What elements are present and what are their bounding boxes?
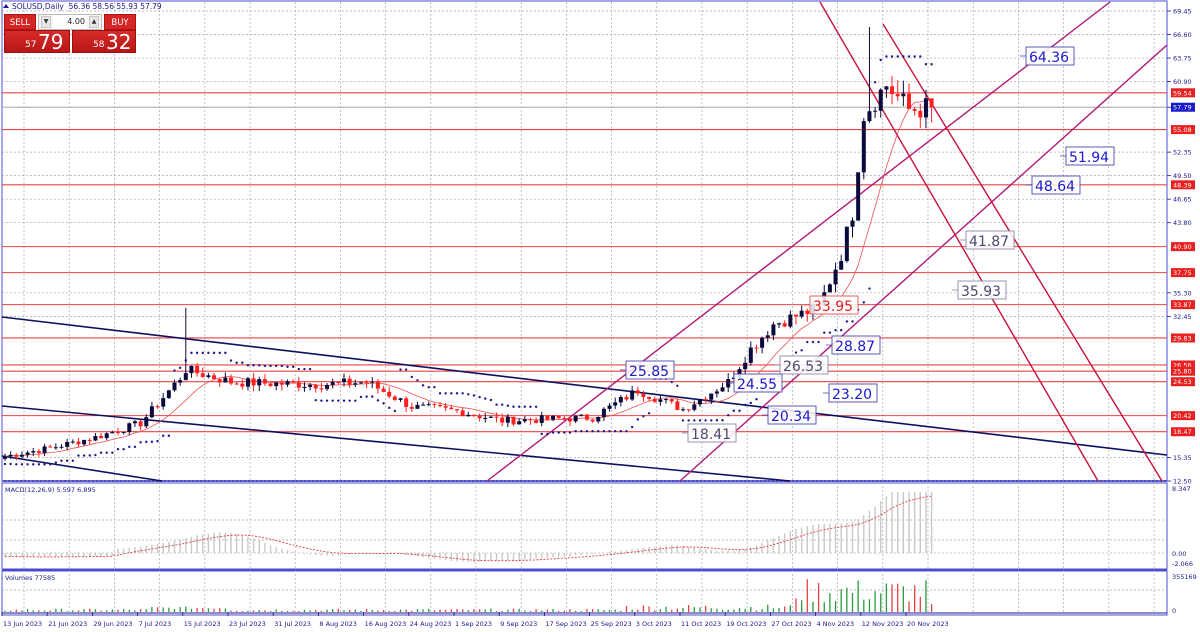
svg-text:40.90: 40.90 <box>1173 243 1192 251</box>
svg-text:33.87: 33.87 <box>1173 301 1192 309</box>
svg-text:21 Jun 2023: 21 Jun 2023 <box>48 620 87 628</box>
moving-average-line <box>4 99 932 457</box>
svg-text:59.54: 59.54 <box>1173 89 1192 97</box>
svg-text:11 Oct 2023: 11 Oct 2023 <box>681 620 721 628</box>
svg-text:29.83: 29.83 <box>1173 334 1192 342</box>
svg-text:37.75: 37.75 <box>1173 269 1192 277</box>
svg-text:1 Sep 2023: 1 Sep 2023 <box>455 620 492 628</box>
symbol-label: SOLUSD,Daily <box>12 2 64 11</box>
svg-text:20.42: 20.42 <box>1173 412 1192 420</box>
svg-text:29 Jun 2023: 29 Jun 2023 <box>93 620 132 628</box>
macd-axis-min: -2.066 <box>1172 560 1193 568</box>
svg-text:66.60: 66.60 <box>1173 31 1192 39</box>
svg-text:26.53: 26.53 <box>783 359 823 375</box>
price-annotations: 64.36 51.94 48.64 41.87 35.93 33.95 28.87 26.53… <box>620 46 1115 443</box>
svg-text:8 Aug 2023: 8 Aug 2023 <box>319 620 357 628</box>
svg-text:7 Jul 2023: 7 Jul 2023 <box>139 620 172 628</box>
svg-text:18.47: 18.47 <box>1173 428 1192 436</box>
svg-text:9 Sep 2023: 9 Sep 2023 <box>500 620 537 628</box>
svg-text:49.50: 49.50 <box>1173 172 1192 180</box>
svg-text:35.30: 35.30 <box>1173 289 1192 297</box>
navy-descending-channel <box>1 316 1168 482</box>
svg-text:43.80: 43.80 <box>1173 219 1192 227</box>
sell-price-prefix: 57 <box>25 40 37 50</box>
volume-axis-min: 0 <box>1172 607 1176 615</box>
svg-text:41.87: 41.87 <box>969 234 1009 250</box>
svg-text:52.35: 52.35 <box>1173 149 1192 157</box>
macd-axis-zero: 0.00 <box>1172 550 1186 558</box>
magenta-ascending-channel <box>486 1 1168 482</box>
svg-text:4 Nov 2023: 4 Nov 2023 <box>817 620 855 628</box>
ohlc-values: 56.36 58.56 55.93 57.79 <box>68 2 162 11</box>
macd-axis-max: 8.347 <box>1172 485 1191 493</box>
buy-price-button[interactable]: 58 32 <box>72 30 136 54</box>
svg-text:55.08: 55.08 <box>1173 126 1192 134</box>
svg-text:15.35: 15.35 <box>1173 454 1192 462</box>
svg-text:12 Nov 2023: 12 Nov 2023 <box>862 620 904 628</box>
svg-text:20 Nov 2023: 20 Nov 2023 <box>907 620 949 628</box>
sell-price-pips: 79 <box>38 30 64 54</box>
svg-text:16 Aug 2023: 16 Aug 2023 <box>365 620 407 628</box>
volume-bars <box>4 579 933 612</box>
svg-text:48.64: 48.64 <box>1035 179 1075 195</box>
svg-text:12.50: 12.50 <box>1173 478 1192 486</box>
svg-text:48.39: 48.39 <box>1173 181 1192 189</box>
svg-text:60.90: 60.90 <box>1173 78 1192 86</box>
svg-text:23.20: 23.20 <box>832 387 872 403</box>
lot-increase-icon[interactable]: ▲ <box>89 16 99 28</box>
time-axis: 13 Jun 2023 21 Jun 2023 29 Jun 2023 7 Jul 2… <box>1 612 1167 628</box>
svg-text:31 Jul 2023: 31 Jul 2023 <box>274 620 311 628</box>
buy-price-prefix: 58 <box>93 40 105 50</box>
svg-text:25 Sep 2023: 25 Sep 2023 <box>591 620 632 628</box>
lot-size-stepper[interactable]: ▼ 4.00 ▲ <box>38 14 102 30</box>
svg-text:28.87: 28.87 <box>835 339 875 355</box>
svg-text:24.55: 24.55 <box>737 377 777 393</box>
svg-text:20.34: 20.34 <box>771 409 811 425</box>
svg-text:35.93: 35.93 <box>961 284 1001 300</box>
lot-decrease-icon[interactable]: ▼ <box>41 16 51 28</box>
svg-text:25.85: 25.85 <box>629 364 669 380</box>
svg-text:18.41: 18.41 <box>691 427 731 443</box>
svg-text:63.75: 63.75 <box>1173 55 1192 63</box>
collapse-triangle-icon[interactable] <box>3 4 9 8</box>
macd-signal-line <box>4 495 932 562</box>
svg-text:23 Jul 2023: 23 Jul 2023 <box>229 620 266 628</box>
svg-text:69.45: 69.45 <box>1173 8 1192 16</box>
svg-text:13 Jun 2023: 13 Jun 2023 <box>3 620 42 628</box>
lot-size-input[interactable]: 4.00 <box>53 15 87 29</box>
svg-text:3 Oct 2023: 3 Oct 2023 <box>636 620 672 628</box>
price-axis: 69.45 66.60 63.75 60.90 52.35 49.50 46.65 43.80… <box>1167 8 1192 486</box>
buy-button[interactable]: BUY <box>104 14 136 30</box>
svg-text:51.94: 51.94 <box>1069 150 1109 166</box>
one-click-trading-panel: SELL ▼ 4.00 ▲ BUY 57 79 58 32 <box>4 14 136 54</box>
chart-title: SOLUSD,Daily 56.36 58.56 55.93 57.79 <box>3 2 162 11</box>
price-level-tags: 59.54 55.08 48.39 40.90 37.75 33.87 29.83 26.56… <box>1171 88 1195 437</box>
sell-button[interactable]: SELL <box>4 14 36 30</box>
svg-text:32.45: 32.45 <box>1173 313 1192 321</box>
svg-text:57.79: 57.79 <box>1173 104 1192 112</box>
macd-panel-frame <box>1 482 1168 570</box>
svg-text:25.80: 25.80 <box>1173 368 1192 376</box>
candlesticks <box>3 27 934 461</box>
svg-text:24.53: 24.53 <box>1173 378 1192 386</box>
svg-text:64.36: 64.36 <box>1029 50 1069 66</box>
svg-text:33.95: 33.95 <box>813 299 853 315</box>
svg-text:24 Aug 2023: 24 Aug 2023 <box>410 620 452 628</box>
svg-text:17 Sep 2023: 17 Sep 2023 <box>545 620 586 628</box>
buy-price-pips: 32 <box>106 30 132 54</box>
svg-text:15 Jul 2023: 15 Jul 2023 <box>184 620 221 628</box>
macd-label: MACD(12,26,9) 5.597 6.895 <box>5 486 96 494</box>
svg-text:46.65: 46.65 <box>1173 196 1192 204</box>
svg-text:26.56: 26.56 <box>1173 361 1192 369</box>
svg-text:27 Oct 2023: 27 Oct 2023 <box>771 620 811 628</box>
sell-price-button[interactable]: 57 79 <box>4 30 70 54</box>
macd-histogram <box>4 492 933 563</box>
svg-text:19 Oct 2023: 19 Oct 2023 <box>726 620 766 628</box>
volumes-label: Volumes 77585 <box>5 574 55 582</box>
volume-axis-max: 355169 <box>1172 573 1197 581</box>
volume-panel-frame <box>1 570 1168 616</box>
